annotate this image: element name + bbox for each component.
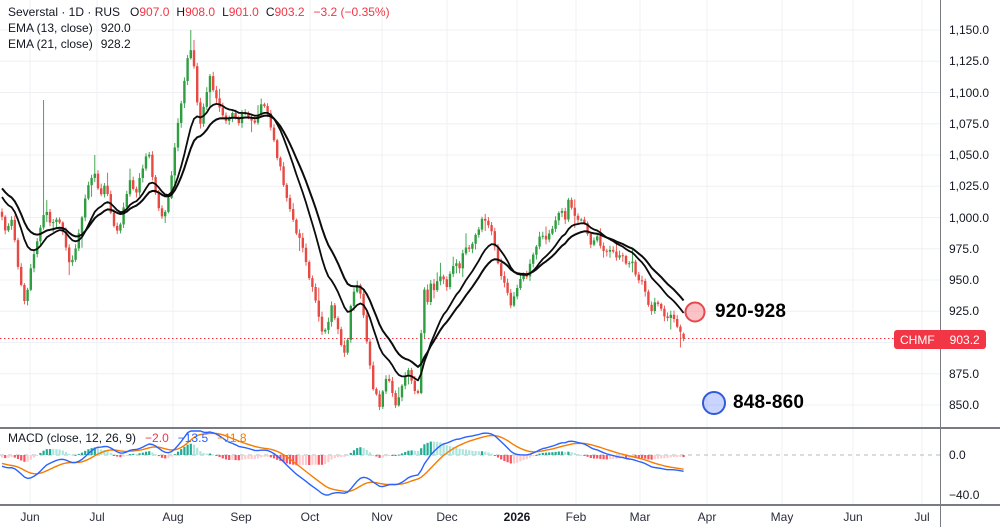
price-tick: 1,000.0 [949,210,990,225]
price-tick: 850.0 [949,398,980,412]
macd-legend[interactable]: MACD (close, 12, 26, 9) −2.0 −13.5 −11.8 [8,431,247,445]
time-tick: Jun [20,509,40,524]
time-tick: 2026 [503,509,531,524]
time-tick: Apr [697,509,717,524]
macd-line-value: −13.5 [177,431,209,445]
price-tick: 1,125.0 [949,54,990,69]
time-tick: Jun [843,509,863,524]
close-value: C903.2 [265,5,305,19]
last-price-label[interactable]: CHMF 903.2 [894,330,986,349]
ema13-value: 920.0 [100,21,131,35]
macd-axis-tick: 0.0 [949,448,966,462]
price-tick: 875.0 [949,366,980,381]
resistance-zone-label[interactable]: 920-928 [715,301,787,322]
time-tick: Jul [914,509,930,524]
symbol-title[interactable]: Severstal · 1D · RUS [8,5,121,19]
price-axis-border [940,0,941,527]
price-tick: 1,150.0 [949,23,990,37]
high-value: H908.0 [176,5,216,19]
change-value: −3.2 (−0.35%) [313,5,390,19]
last-price-value: 903.2 [949,332,980,347]
ema13-row[interactable]: EMA (13, close) 920.0 [8,20,390,36]
price-tick: 1,050.0 [949,148,990,162]
ema21-value: 928.2 [100,37,131,51]
time-tick: May [770,509,794,524]
time-tick: Sep [230,509,252,524]
time-tick: Dec [436,509,458,524]
symbol-legend: Severstal · 1D · RUS O907.0 H908.0 L901.… [8,4,390,52]
time-tick: Mar [629,509,651,524]
price-tick: 1,100.0 [949,85,990,100]
time-axis-divider[interactable] [0,504,1000,506]
time-tick: Oct [300,509,320,524]
open-value: O907.0 [130,5,170,19]
low-value: L901.0 [222,5,259,19]
time-tick: Feb [565,509,587,524]
price-tick: 950.0 [949,273,980,287]
time-tick: Aug [162,509,184,524]
ema21-label: EMA (21, close) [8,37,93,51]
time-tick: Jul [89,509,105,524]
zone-circle-1[interactable] [702,391,726,415]
support-zone-label[interactable]: 848-860 [733,392,805,413]
macd-axis-tick: −40.0 [949,488,980,502]
macd-hist-value: −2.0 [145,431,169,445]
zone-circle-0[interactable] [684,301,706,323]
price-tick: 1,025.0 [949,179,990,194]
ema13-label: EMA (13, close) [8,21,93,35]
pane-divider[interactable] [0,427,1000,429]
price-axis[interactable]: 1,150.0 1,125.0 1,100.0 1,075.0 1,050.0 1,025… [941,0,1000,505]
ema13-line [1,103,685,382]
last-price-symbol: CHMF [900,332,935,347]
price-tick: 1,075.0 [949,116,990,131]
ema21-line [1,114,685,368]
macd-title: MACD (close, 12, 26, 9) [8,431,137,445]
price-tick: 975.0 [949,241,980,256]
ema21-row[interactable]: EMA (21, close) 928.2 [8,36,390,52]
symbol-row[interactable]: Severstal · 1D · RUS O907.0 H908.0 L901.… [8,4,390,20]
time-tick: Nov [371,509,393,524]
price-tick: 925.0 [949,304,980,319]
time-axis[interactable]: Jun Jul Aug Sep Oct Nov Dec 2026 Feb Mar Apr May Jun… [0,506,1000,527]
macd-signal-value: −11.8 [217,431,247,445]
